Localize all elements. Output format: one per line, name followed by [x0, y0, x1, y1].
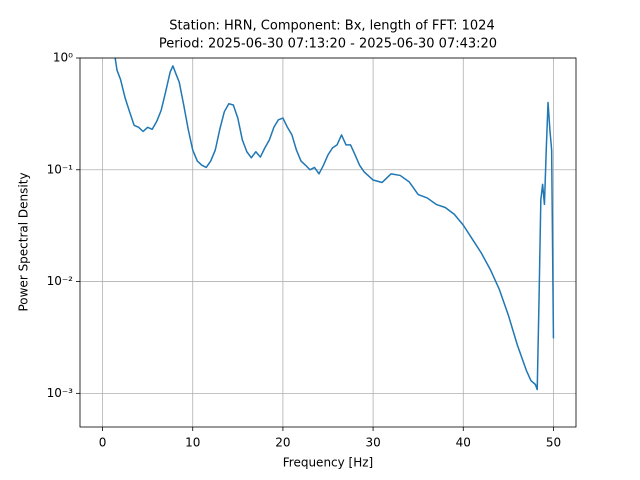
- x-tick-label: 40: [456, 436, 471, 450]
- chart-title: Station: HRN, Component: Bx, length of F…: [169, 19, 494, 34]
- x-tick-label: 0: [99, 436, 107, 450]
- plot-frame: [79, 57, 577, 428]
- psd-line: [114, 58, 555, 391]
- x-tick-label: 50: [546, 436, 561, 450]
- x-tick-label: 20: [275, 436, 290, 450]
- y-tick-label: 10⁻³: [47, 386, 74, 400]
- y-tick-label: 10⁻²: [47, 274, 74, 288]
- x-tick-label: 10: [185, 436, 200, 450]
- chart-subtitle: Period: 2025-06-30 07:13:20 - 2025-06-30…: [159, 37, 497, 52]
- x-tick-label: 30: [365, 436, 380, 450]
- y-tick-label: 10⁻¹: [47, 162, 74, 176]
- y-tick-label: 10⁰: [53, 51, 73, 65]
- y-axis-label: Power Spectral Density: [17, 172, 31, 311]
- x-axis-label: Frequency [Hz]: [283, 456, 374, 470]
